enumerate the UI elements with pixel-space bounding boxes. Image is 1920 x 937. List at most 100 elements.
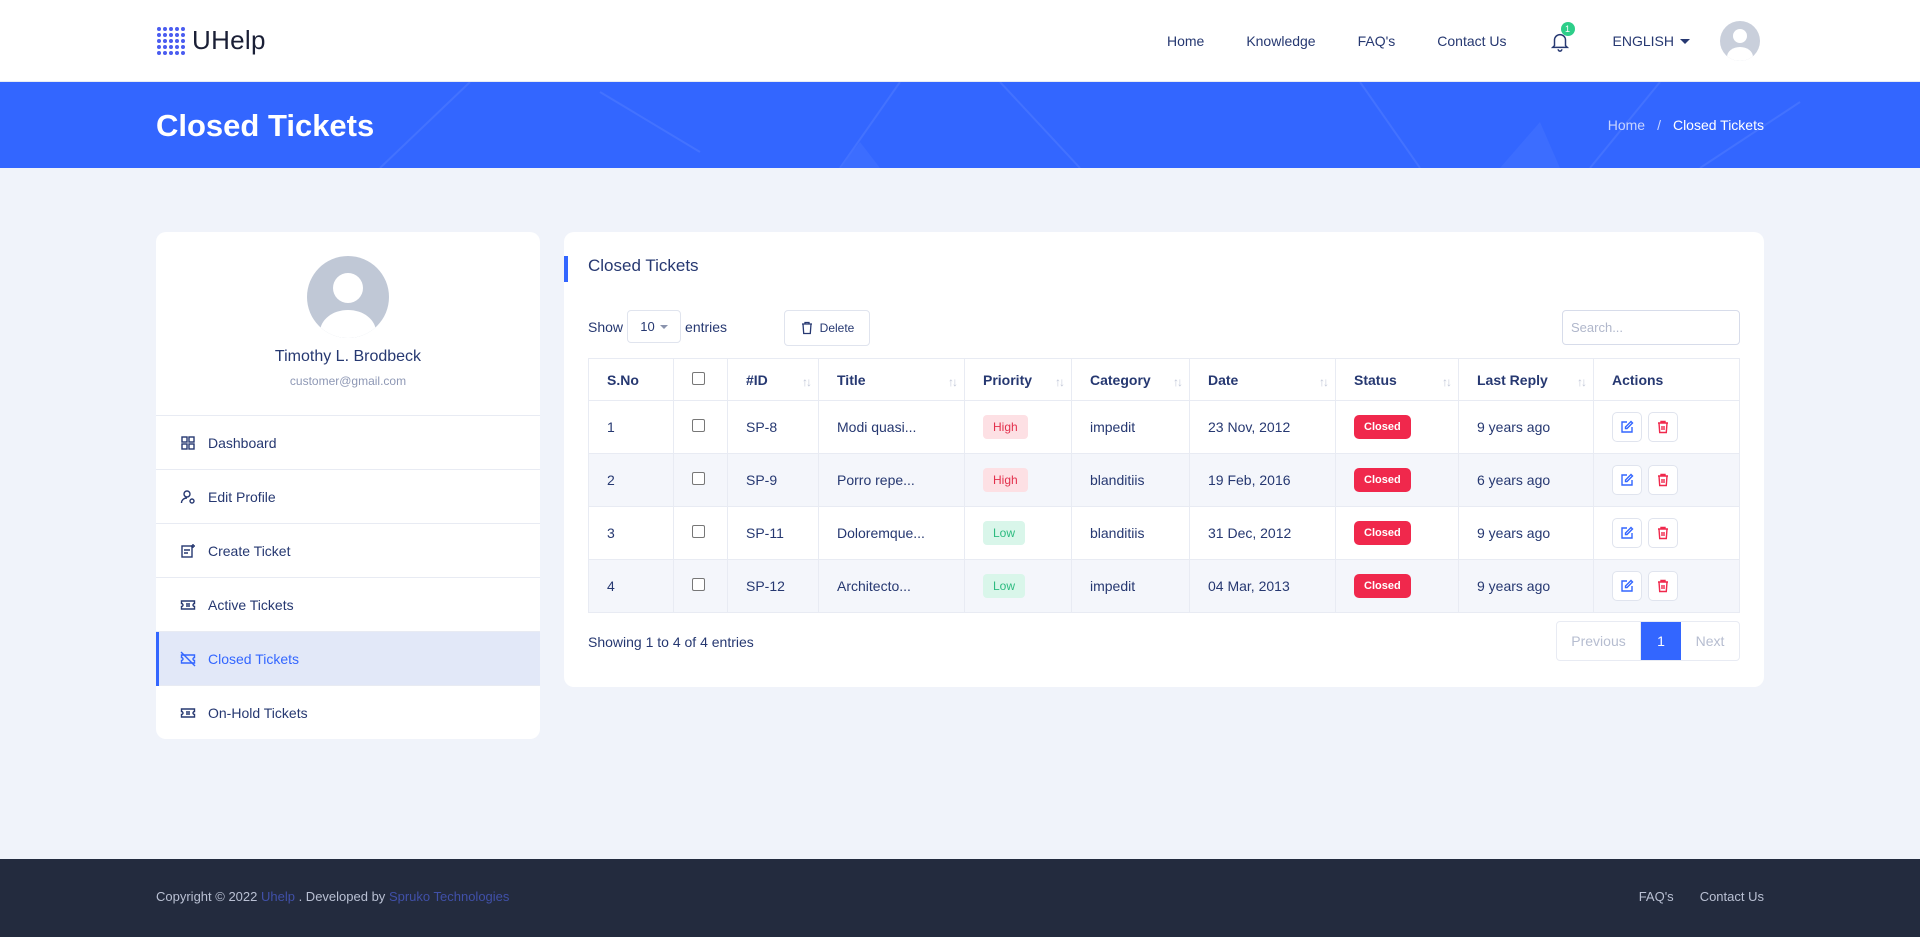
developer-link[interactable]: Spruko Technologies [388,889,510,904]
column-header-actions: Actions [1593,358,1740,401]
sort-icon: ↑↓ [1173,375,1183,389]
nav-faqs[interactable]: FAQ's [1357,33,1396,49]
entries-value: 10 [640,319,655,334]
sidebar-item-label: Edit Profile [208,488,276,505]
sidebar-item-label: Create Ticket [208,542,291,559]
brand-logo[interactable]: UHelp [156,25,266,56]
breadcrumb: Home / Closed Tickets [1608,117,1764,133]
language-label: ENGLISH [1612,33,1674,49]
table-header-row: S.No #ID ↑↓ Title ↑↓ Priority ↑↓ Category ↑↓… [588,358,1740,401]
cell-id: SP-12 [727,559,819,613]
entries-select[interactable]: 10 [627,310,682,343]
delete-row-button[interactable] [1648,465,1678,495]
sort-icon: ↑↓ [948,375,958,389]
edit-button[interactable] [1612,518,1642,548]
sidebar-item-on-hold-tickets[interactable]: On-Hold Tickets [156,686,540,739]
sidebar-item-edit-profile[interactable]: Edit Profile [156,470,540,524]
delete-button[interactable]: Delete [784,310,870,346]
breadcrumb-home[interactable]: Home [1607,117,1646,133]
sidebar-item-closed-tickets[interactable]: Closed Tickets [156,632,540,686]
pagination-page-1[interactable]: 1 [1641,622,1681,660]
developed-by-text: . Developed by [298,889,386,904]
pagination-previous[interactable]: Previous [1557,622,1641,660]
column-header-status[interactable]: Status ↑↓ [1335,358,1459,401]
priority-badge: Low [983,521,1026,545]
profile-name: Timothy L. Brodbeck [274,348,422,365]
delete-row-button[interactable] [1648,571,1678,601]
cell-last-reply: 9 years ago [1458,400,1594,454]
column-header-priority[interactable]: Priority ↑↓ [964,358,1072,401]
trash-icon [1658,579,1668,593]
nav-contact-us[interactable]: Contact Us [1437,33,1507,49]
closed-tickets-card: Closed Tickets Show 10 entries Delete S.… [564,232,1764,687]
user-avatar[interactable] [1720,21,1760,61]
edit-button[interactable] [1612,571,1642,601]
brand-link[interactable]: Uhelp [260,889,295,904]
sort-icon: ↑↓ [1055,375,1065,389]
edit-button[interactable] [1612,412,1642,442]
priority-badge: High [983,468,1028,492]
cell-sno: 2 [588,453,674,507]
select-all-checkbox[interactable] [692,371,705,385]
table-row: 1 SP-8 Modi quasi... High impedit 23 Nov… [588,400,1740,454]
table-row: 2 SP-9 Porro repe... High blanditiis 19 … [588,453,1740,507]
row-checkbox[interactable] [692,525,705,538]
nav-knowledge[interactable]: Knowledge [1246,33,1316,49]
profile-card: Timothy L. Brodbeck customer@gmail.com [156,232,540,416]
cell-title[interactable]: Architecto... [818,559,965,613]
edit-icon [1621,579,1634,592]
chevron-down-icon [1680,38,1690,44]
column-header-last-reply[interactable]: Last Reply ↑↓ [1458,358,1594,401]
cell-sno: 4 [588,559,674,613]
sidebar-item-label: Closed Tickets [208,650,300,667]
profile-sidebar: Timothy L. Brodbeck customer@gmail.com D… [156,232,540,739]
grid-icon [181,435,195,450]
priority-badge: Low [983,574,1026,598]
card-title-accent [564,256,568,282]
column-header-category[interactable]: Category ↑↓ [1071,358,1190,401]
sidebar-item-active-tickets[interactable]: Active Tickets [156,578,540,632]
sort-icon: ↑↓ [1577,375,1587,389]
nav-home[interactable]: Home [1166,33,1205,49]
edit-button[interactable] [1612,465,1642,495]
sidebar-item-dashboard[interactable]: Dashboard [156,416,540,470]
row-checkbox[interactable] [692,472,705,485]
trash-icon [801,321,812,335]
cell-date: 04 Mar, 2013 [1189,559,1336,613]
footer-links: FAQ's Contact Us [1639,889,1764,904]
language-dropdown[interactable]: ENGLISH [1613,33,1690,49]
column-header-date[interactable]: Date ↑↓ [1189,358,1336,401]
cell-id: SP-9 [727,453,819,507]
row-checkbox[interactable] [692,419,705,432]
trash-icon [1658,526,1668,540]
page-footer: Copyright © 2022 Uhelp . Developed by Sp… [0,859,1920,937]
edit-icon [1621,526,1634,539]
column-header-id[interactable]: #ID ↑↓ [727,358,819,401]
cell-title[interactable]: Modi quasi... [818,400,965,454]
sidebar-item-create-ticket[interactable]: Create Ticket [156,524,540,578]
cell-title[interactable]: Porro repe... [818,453,965,507]
cell-title[interactable]: Doloremque... [818,506,965,560]
pagination-next[interactable]: Next [1695,633,1725,649]
edit-icon [1621,473,1634,486]
footer-link-contact-us[interactable]: Contact Us [1699,889,1764,904]
delete-row-button[interactable] [1648,518,1678,548]
column-header-title[interactable]: Title ↑↓ [818,358,965,401]
search-input[interactable] [1562,310,1740,345]
cell-date: 31 Dec, 2012 [1189,506,1336,560]
delete-row-button[interactable] [1648,412,1678,442]
profile-avatar [307,256,389,338]
sidebar-item-label: Active Tickets [208,596,294,613]
footer-link-faqs[interactable]: FAQ's [1638,889,1674,904]
column-header-select [673,358,728,401]
row-checkbox[interactable] [692,578,705,591]
breadcrumb-current: Closed Tickets [1672,117,1764,133]
top-navbar: UHelp Home Knowledge FAQ's Contact Us 1 … [0,0,1920,82]
sort-icon: ↑↓ [1442,375,1452,389]
page-banner: Closed Tickets Home / Closed Tickets [0,82,1920,168]
status-badge: Closed [1354,415,1411,439]
notification-badge: 1 [1560,22,1575,36]
profile-email: customer@gmail.com [289,374,407,388]
cell-id: SP-8 [727,400,819,454]
notification-bell-icon[interactable]: 1 [1549,22,1575,52]
